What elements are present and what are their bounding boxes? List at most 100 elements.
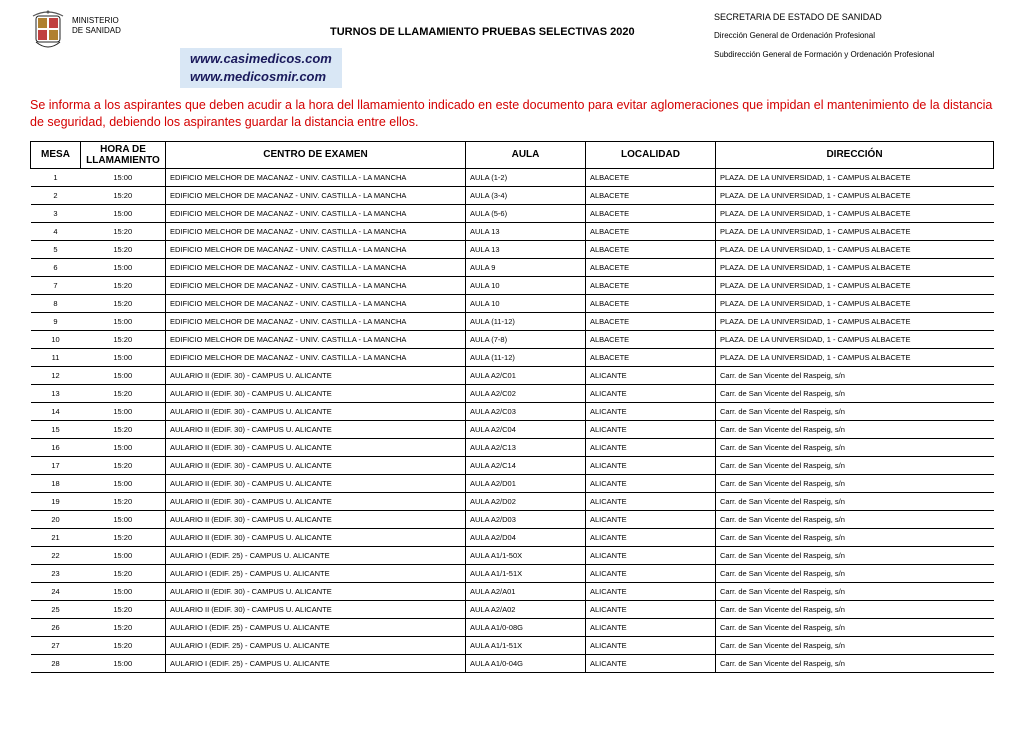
cell-direccion: PLAZA. DE LA UNIVERSIDAD, 1 - CAMPUS ALB… — [716, 222, 994, 240]
cell-mesa: 3 — [31, 204, 81, 222]
secretaria-label: SECRETARIA DE ESTADO DE SANIDAD — [714, 10, 994, 24]
cell-aula: AULA A2/C03 — [466, 402, 586, 420]
cell-hora: 15:00 — [81, 438, 166, 456]
cell-aula: AULA A1/0-08G — [466, 618, 586, 636]
watermark-link-1: www.casimedicos.com — [190, 50, 332, 68]
table-row: 1915:20AULARIO II (EDIF. 30) - CAMPUS U.… — [31, 492, 994, 510]
cell-localidad: ALICANTE — [586, 492, 716, 510]
cell-centro: EDIFICIO MELCHOR DE MACANAZ - UNIV. CAST… — [166, 294, 466, 312]
cell-aula: AULA A2/C14 — [466, 456, 586, 474]
cell-hora: 15:20 — [81, 636, 166, 654]
cell-hora: 15:00 — [81, 348, 166, 366]
cell-localidad: ALICANTE — [586, 600, 716, 618]
cell-mesa: 20 — [31, 510, 81, 528]
cell-aula: AULA A2/D04 — [466, 528, 586, 546]
cell-direccion: Carr. de San Vicente del Raspeig, s/n — [716, 510, 994, 528]
cell-aula: AULA A1/1-51X — [466, 564, 586, 582]
cell-localidad: ALICANTE — [586, 618, 716, 636]
col-centro: CENTRO DE EXAMEN — [166, 141, 466, 168]
cell-hora: 15:00 — [81, 510, 166, 528]
cell-localidad: ALICANTE — [586, 456, 716, 474]
cell-mesa: 9 — [31, 312, 81, 330]
page-title: TURNOS DE LLAMAMIENTO PRUEBAS SELECTIVAS… — [330, 26, 635, 38]
cell-mesa: 12 — [31, 366, 81, 384]
logo-block: MINISTERIO DE SANIDAD — [30, 10, 121, 52]
cell-mesa: 27 — [31, 636, 81, 654]
cell-centro: AULARIO II (EDIF. 30) - CAMPUS U. ALICAN… — [166, 510, 466, 528]
cell-hora: 15:20 — [81, 222, 166, 240]
cell-direccion: PLAZA. DE LA UNIVERSIDAD, 1 - CAMPUS ALB… — [716, 348, 994, 366]
table-row: 2315:20AULARIO I (EDIF. 25) - CAMPUS U. … — [31, 564, 994, 582]
cell-direccion: PLAZA. DE LA UNIVERSIDAD, 1 - CAMPUS ALB… — [716, 276, 994, 294]
cell-direccion: Carr. de San Vicente del Raspeig, s/n — [716, 438, 994, 456]
cell-mesa: 4 — [31, 222, 81, 240]
cell-hora: 15:00 — [81, 402, 166, 420]
table-row: 515:20EDIFICIO MELCHOR DE MACANAZ - UNIV… — [31, 240, 994, 258]
cell-mesa: 18 — [31, 474, 81, 492]
cell-mesa: 26 — [31, 618, 81, 636]
cell-centro: AULARIO I (EDIF. 25) - CAMPUS U. ALICANT… — [166, 618, 466, 636]
table-row: 2715:20AULARIO I (EDIF. 25) - CAMPUS U. … — [31, 636, 994, 654]
cell-hora: 15:20 — [81, 618, 166, 636]
exam-table: MESA HORA DE LLAMAMIENTO CENTRO DE EXAME… — [30, 141, 994, 673]
cell-centro: AULARIO II (EDIF. 30) - CAMPUS U. ALICAN… — [166, 456, 466, 474]
direccion-general-label: Dirección General de Ordenación Profesio… — [714, 30, 994, 43]
cell-localidad: ALICANTE — [586, 420, 716, 438]
cell-mesa: 19 — [31, 492, 81, 510]
cell-direccion: Carr. de San Vicente del Raspeig, s/n — [716, 492, 994, 510]
cell-direccion: Carr. de San Vicente del Raspeig, s/n — [716, 564, 994, 582]
cell-centro: AULARIO II (EDIF. 30) - CAMPUS U. ALICAN… — [166, 384, 466, 402]
cell-aula: AULA (5-6) — [466, 204, 586, 222]
cell-localidad: ALICANTE — [586, 528, 716, 546]
cell-localidad: ALBACETE — [586, 330, 716, 348]
cell-centro: EDIFICIO MELCHOR DE MACANAZ - UNIV. CAST… — [166, 276, 466, 294]
cell-centro: AULARIO I (EDIF. 25) - CAMPUS U. ALICANT… — [166, 546, 466, 564]
cell-aula: AULA A1/1-50X — [466, 546, 586, 564]
header: MINISTERIO DE SANIDAD TURNOS DE LLAMAMIE… — [30, 10, 994, 52]
cell-mesa: 13 — [31, 384, 81, 402]
cell-hora: 15:20 — [81, 294, 166, 312]
table-row: 2815:00AULARIO I (EDIF. 25) - CAMPUS U. … — [31, 654, 994, 672]
cell-mesa: 22 — [31, 546, 81, 564]
cell-hora: 15:20 — [81, 330, 166, 348]
cell-localidad: ALBACETE — [586, 312, 716, 330]
col-aula: AULA — [466, 141, 586, 168]
cell-mesa: 15 — [31, 420, 81, 438]
cell-centro: EDIFICIO MELCHOR DE MACANAZ - UNIV. CAST… — [166, 330, 466, 348]
table-row: 715:20EDIFICIO MELCHOR DE MACANAZ - UNIV… — [31, 276, 994, 294]
cell-localidad: ALICANTE — [586, 564, 716, 582]
cell-direccion: PLAZA. DE LA UNIVERSIDAD, 1 - CAMPUS ALB… — [716, 258, 994, 276]
cell-hora: 15:20 — [81, 240, 166, 258]
cell-centro: EDIFICIO MELCHOR DE MACANAZ - UNIV. CAST… — [166, 348, 466, 366]
cell-aula: AULA A1/0-04G — [466, 654, 586, 672]
ministry-line2: DE SANIDAD — [72, 26, 121, 36]
cell-hora: 15:00 — [81, 582, 166, 600]
cell-aula: AULA (11-12) — [466, 348, 586, 366]
cell-mesa: 8 — [31, 294, 81, 312]
cell-direccion: Carr. de San Vicente del Raspeig, s/n — [716, 654, 994, 672]
cell-direccion: Carr. de San Vicente del Raspeig, s/n — [716, 456, 994, 474]
col-mesa: MESA — [31, 141, 81, 168]
cell-mesa: 11 — [31, 348, 81, 366]
table-row: 1615:00AULARIO II (EDIF. 30) - CAMPUS U.… — [31, 438, 994, 456]
cell-aula: AULA (11-12) — [466, 312, 586, 330]
table-row: 415:20EDIFICIO MELCHOR DE MACANAZ - UNIV… — [31, 222, 994, 240]
cell-localidad: ALBACETE — [586, 186, 716, 204]
cell-hora: 15:20 — [81, 456, 166, 474]
cell-localidad: ALICANTE — [586, 582, 716, 600]
table-body: 115:00EDIFICIO MELCHOR DE MACANAZ - UNIV… — [31, 168, 994, 672]
col-direccion: DIRECCIÓN — [716, 141, 994, 168]
cell-aula: AULA A2/D02 — [466, 492, 586, 510]
cell-aula: AULA A2/C04 — [466, 420, 586, 438]
cell-direccion: Carr. de San Vicente del Raspeig, s/n — [716, 402, 994, 420]
cell-aula: AULA (7-8) — [466, 330, 586, 348]
cell-centro: EDIFICIO MELCHOR DE MACANAZ - UNIV. CAST… — [166, 204, 466, 222]
cell-mesa: 24 — [31, 582, 81, 600]
cell-centro: EDIFICIO MELCHOR DE MACANAZ - UNIV. CAST… — [166, 258, 466, 276]
cell-centro: AULARIO II (EDIF. 30) - CAMPUS U. ALICAN… — [166, 474, 466, 492]
cell-centro: AULARIO II (EDIF. 30) - CAMPUS U. ALICAN… — [166, 582, 466, 600]
cell-centro: AULARIO II (EDIF. 30) - CAMPUS U. ALICAN… — [166, 438, 466, 456]
cell-hora: 15:00 — [81, 474, 166, 492]
table-row: 1015:20EDIFICIO MELCHOR DE MACANAZ - UNI… — [31, 330, 994, 348]
table-row: 215:20EDIFICIO MELCHOR DE MACANAZ - UNIV… — [31, 186, 994, 204]
